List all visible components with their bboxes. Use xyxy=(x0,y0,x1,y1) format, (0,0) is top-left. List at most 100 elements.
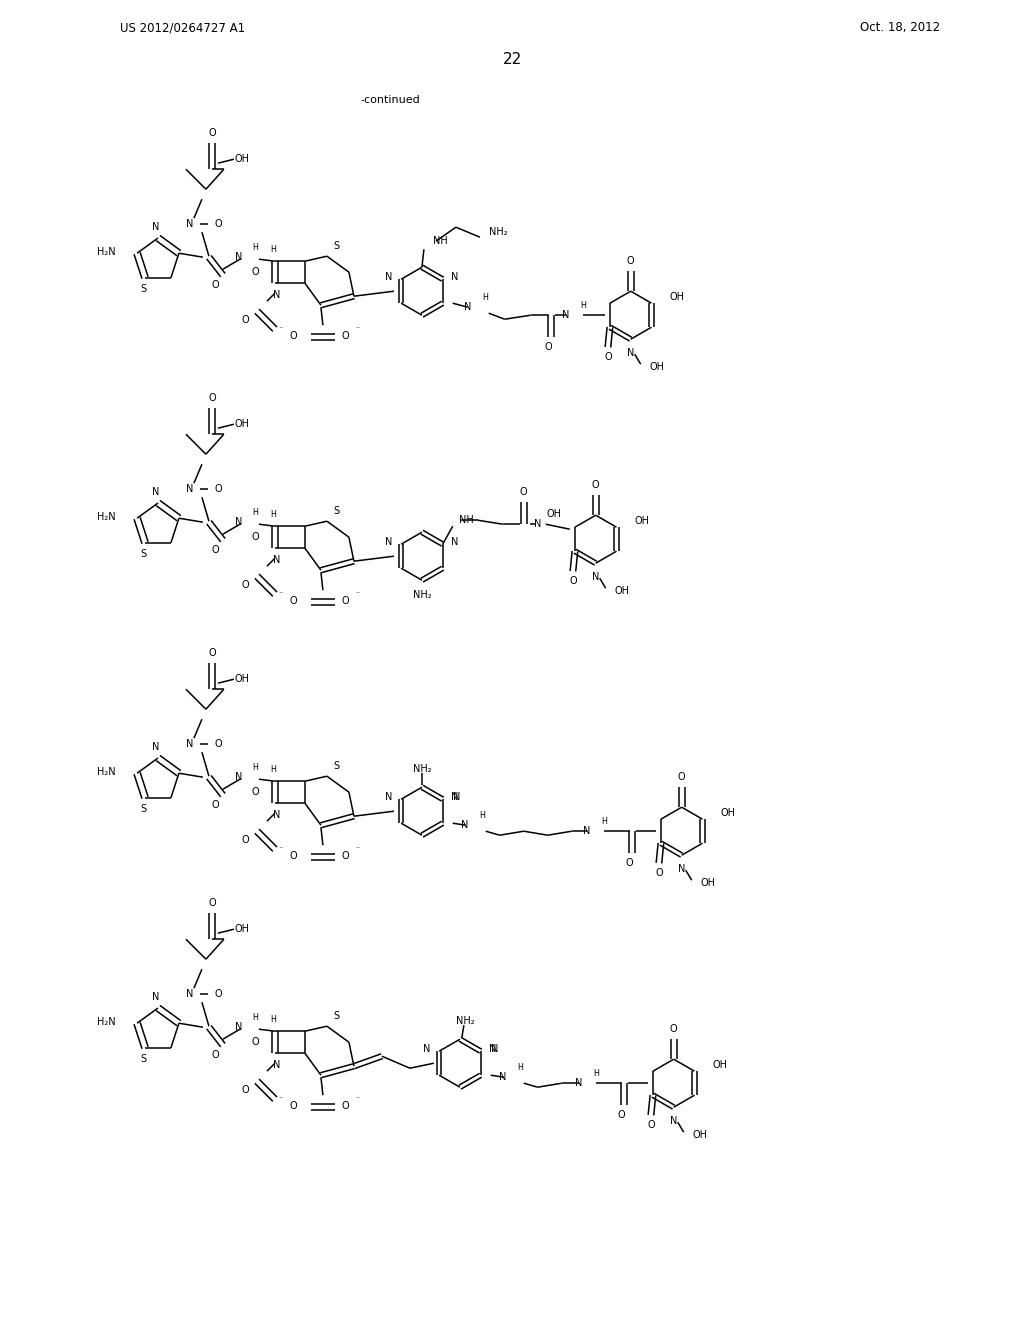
Text: O: O xyxy=(241,836,249,845)
Text: -continued: -continued xyxy=(360,95,420,106)
Text: O: O xyxy=(241,315,249,325)
Text: H: H xyxy=(580,301,586,310)
Text: NH: NH xyxy=(432,236,447,247)
Text: O: O xyxy=(289,331,297,341)
Text: N: N xyxy=(385,272,393,282)
Text: N: N xyxy=(236,1022,243,1032)
Text: 22: 22 xyxy=(503,53,521,67)
Text: S: S xyxy=(334,242,340,251)
Text: N: N xyxy=(535,519,542,529)
Text: O: O xyxy=(241,581,249,590)
Text: S: S xyxy=(140,549,146,558)
Text: ⁻: ⁻ xyxy=(279,1094,283,1104)
Text: O: O xyxy=(670,1024,678,1034)
Text: O: O xyxy=(211,545,219,556)
Text: N: N xyxy=(489,1044,497,1055)
Text: US 2012/0264727 A1: US 2012/0264727 A1 xyxy=(120,21,245,34)
Text: H₂N: H₂N xyxy=(96,767,116,777)
Text: O: O xyxy=(251,787,259,797)
Text: N: N xyxy=(236,772,243,783)
Text: ⁻: ⁻ xyxy=(279,590,283,599)
Text: OH: OH xyxy=(721,808,736,818)
Text: S: S xyxy=(334,762,340,771)
Text: H: H xyxy=(252,763,258,772)
Text: O: O xyxy=(341,851,349,861)
Text: OH: OH xyxy=(713,1060,728,1071)
Text: N: N xyxy=(583,826,591,836)
Text: N: N xyxy=(424,1044,431,1055)
Text: O: O xyxy=(545,342,553,352)
Text: N: N xyxy=(670,1117,678,1126)
Text: H₂N: H₂N xyxy=(96,1016,116,1027)
Text: O: O xyxy=(241,1085,249,1096)
Text: H: H xyxy=(601,817,606,826)
Text: N: N xyxy=(575,1078,583,1088)
Text: OH: OH xyxy=(546,510,561,519)
Text: O: O xyxy=(208,898,216,908)
Text: N: N xyxy=(385,792,393,803)
Text: O: O xyxy=(208,128,216,139)
Text: NH₂: NH₂ xyxy=(488,227,507,238)
Text: ⁻: ⁻ xyxy=(355,325,360,334)
Text: S: S xyxy=(140,284,146,294)
Text: ⁻: ⁻ xyxy=(355,845,360,854)
Text: N: N xyxy=(186,989,194,999)
Text: H: H xyxy=(593,1069,599,1077)
Text: N: N xyxy=(499,1072,507,1082)
Text: OH: OH xyxy=(234,420,250,429)
Text: O: O xyxy=(251,267,259,277)
Text: O: O xyxy=(678,772,685,783)
Text: N: N xyxy=(562,310,569,321)
Text: N: N xyxy=(451,792,459,803)
Text: H₂N: H₂N xyxy=(96,247,116,257)
Text: N: N xyxy=(236,517,243,527)
Text: NH: NH xyxy=(460,515,474,525)
Text: OH: OH xyxy=(234,924,250,935)
Text: N: N xyxy=(153,487,160,498)
Text: N: N xyxy=(153,222,160,232)
Text: OH: OH xyxy=(635,516,650,527)
Text: OH: OH xyxy=(700,878,715,888)
Text: S: S xyxy=(334,1011,340,1022)
Text: O: O xyxy=(214,484,222,494)
Text: S: S xyxy=(140,804,146,814)
Text: ⁻: ⁻ xyxy=(355,590,360,599)
Text: N: N xyxy=(627,348,635,358)
Text: H: H xyxy=(517,1063,522,1072)
Text: O: O xyxy=(214,219,222,230)
Text: O: O xyxy=(211,1051,219,1060)
Text: O: O xyxy=(627,256,635,267)
Text: O: O xyxy=(251,532,259,543)
Text: S: S xyxy=(334,506,340,516)
Text: N: N xyxy=(153,742,160,752)
Text: ⁻: ⁻ xyxy=(279,325,283,334)
Text: S: S xyxy=(140,1053,146,1064)
Text: N: N xyxy=(592,572,599,582)
Text: O: O xyxy=(617,1110,626,1121)
Text: O: O xyxy=(592,480,599,490)
Text: O: O xyxy=(341,331,349,341)
Text: N: N xyxy=(385,537,393,548)
Text: N: N xyxy=(186,739,194,750)
Text: N: N xyxy=(273,556,281,565)
Text: O: O xyxy=(211,800,219,810)
Text: H₂N: H₂N xyxy=(96,512,116,521)
Text: H: H xyxy=(252,243,258,252)
Text: N: N xyxy=(273,290,281,300)
Text: H: H xyxy=(479,810,484,820)
Text: H: H xyxy=(481,293,487,302)
Text: O: O xyxy=(208,648,216,659)
Text: ⁻: ⁻ xyxy=(355,1094,360,1104)
Text: OH: OH xyxy=(614,586,629,597)
Text: N: N xyxy=(273,1060,281,1071)
Text: OH: OH xyxy=(692,1130,708,1140)
Text: N: N xyxy=(461,820,468,830)
Text: N: N xyxy=(273,810,281,820)
Text: Oct. 18, 2012: Oct. 18, 2012 xyxy=(860,21,940,34)
Text: O: O xyxy=(289,1101,297,1111)
Text: NH₂: NH₂ xyxy=(456,1016,474,1026)
Text: O: O xyxy=(626,858,634,869)
Text: O: O xyxy=(647,1121,654,1130)
Text: H: H xyxy=(252,508,258,516)
Text: N: N xyxy=(678,865,685,874)
